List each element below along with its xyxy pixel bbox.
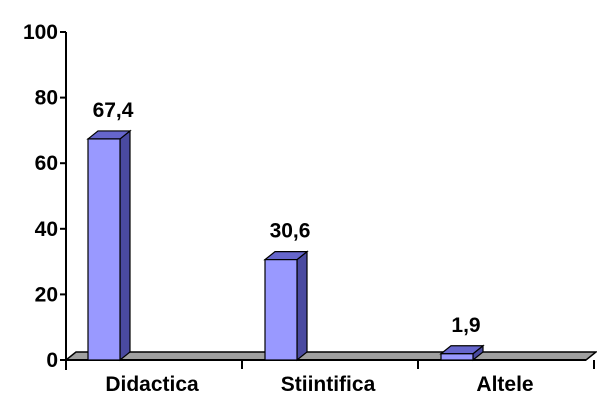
bar-side: [119, 129, 131, 362]
y-tick-label: 0: [46, 349, 58, 372]
bar-front: [264, 259, 298, 361]
y-axis: 0 20 40 60 80 100: [23, 21, 595, 372]
y-tick-label: 80: [35, 87, 58, 110]
bar: [86, 129, 132, 362]
y-tick-label: 40: [35, 218, 58, 241]
bar-side: [296, 250, 308, 362]
labels: 67,4 Didactica 30,6 Stiintifica 1,9 Altele: [93, 99, 534, 396]
bar: [439, 344, 485, 362]
y-tick-label: 20: [35, 283, 58, 306]
data-label: 1,9: [451, 314, 480, 337]
y-tick-label: 100: [23, 21, 58, 44]
floor-plane: [63, 351, 597, 361]
bars: [86, 129, 485, 362]
bar-front: [440, 353, 474, 361]
y-tick-label: 60: [35, 152, 58, 175]
bar: [263, 250, 309, 362]
category-label: Altele: [476, 373, 533, 396]
category-label: Stiintifica: [281, 373, 376, 396]
data-label: 67,4: [93, 99, 134, 122]
data-label: 30,6: [270, 220, 311, 243]
bar-front: [87, 138, 121, 361]
chart-floor: [63, 351, 597, 361]
category-label: Didactica: [105, 373, 199, 396]
